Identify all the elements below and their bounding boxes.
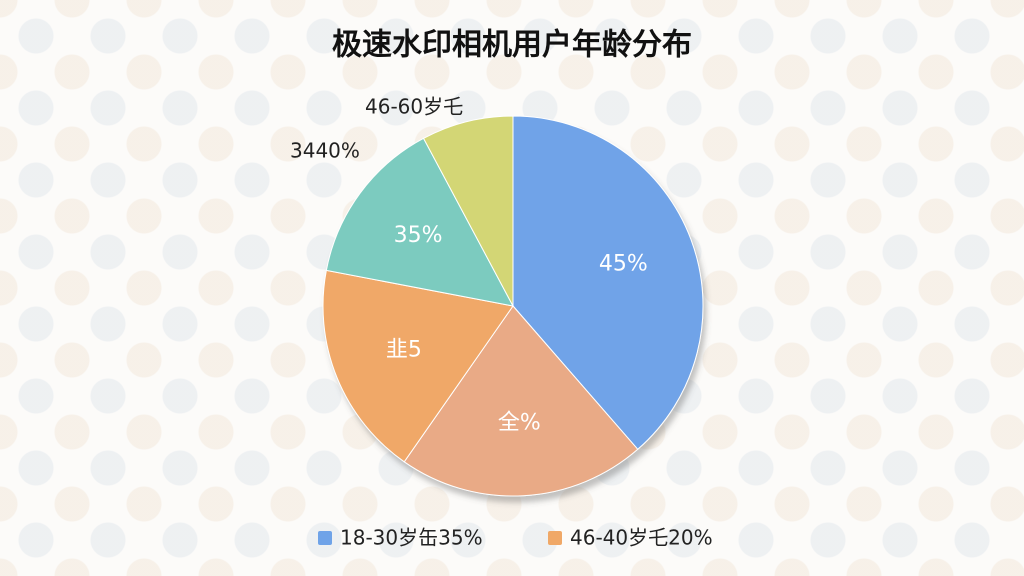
legend-label: 46-40岁乇20% (570, 526, 713, 550)
pie-slice (422, 115, 514, 307)
annotation: 46-60岁乇 (365, 95, 463, 119)
legend-label: 18-30岁缶35% (340, 526, 483, 550)
slice-label: 35% (394, 223, 443, 248)
slice-label: 45% (599, 252, 648, 277)
chart-title: 极速水印相机用户年龄分布 (332, 28, 692, 63)
pie-slice (322, 269, 514, 463)
pie-slice (325, 137, 514, 307)
pie-slice (512, 115, 704, 451)
legend-swatch (318, 531, 332, 545)
slice-label: 韭5 (386, 337, 422, 362)
pie (322, 115, 704, 497)
slice-label: 全% (498, 411, 541, 436)
pie-slice (403, 305, 639, 497)
legend-swatch (548, 531, 562, 545)
annotation: 3440% (290, 139, 360, 163)
